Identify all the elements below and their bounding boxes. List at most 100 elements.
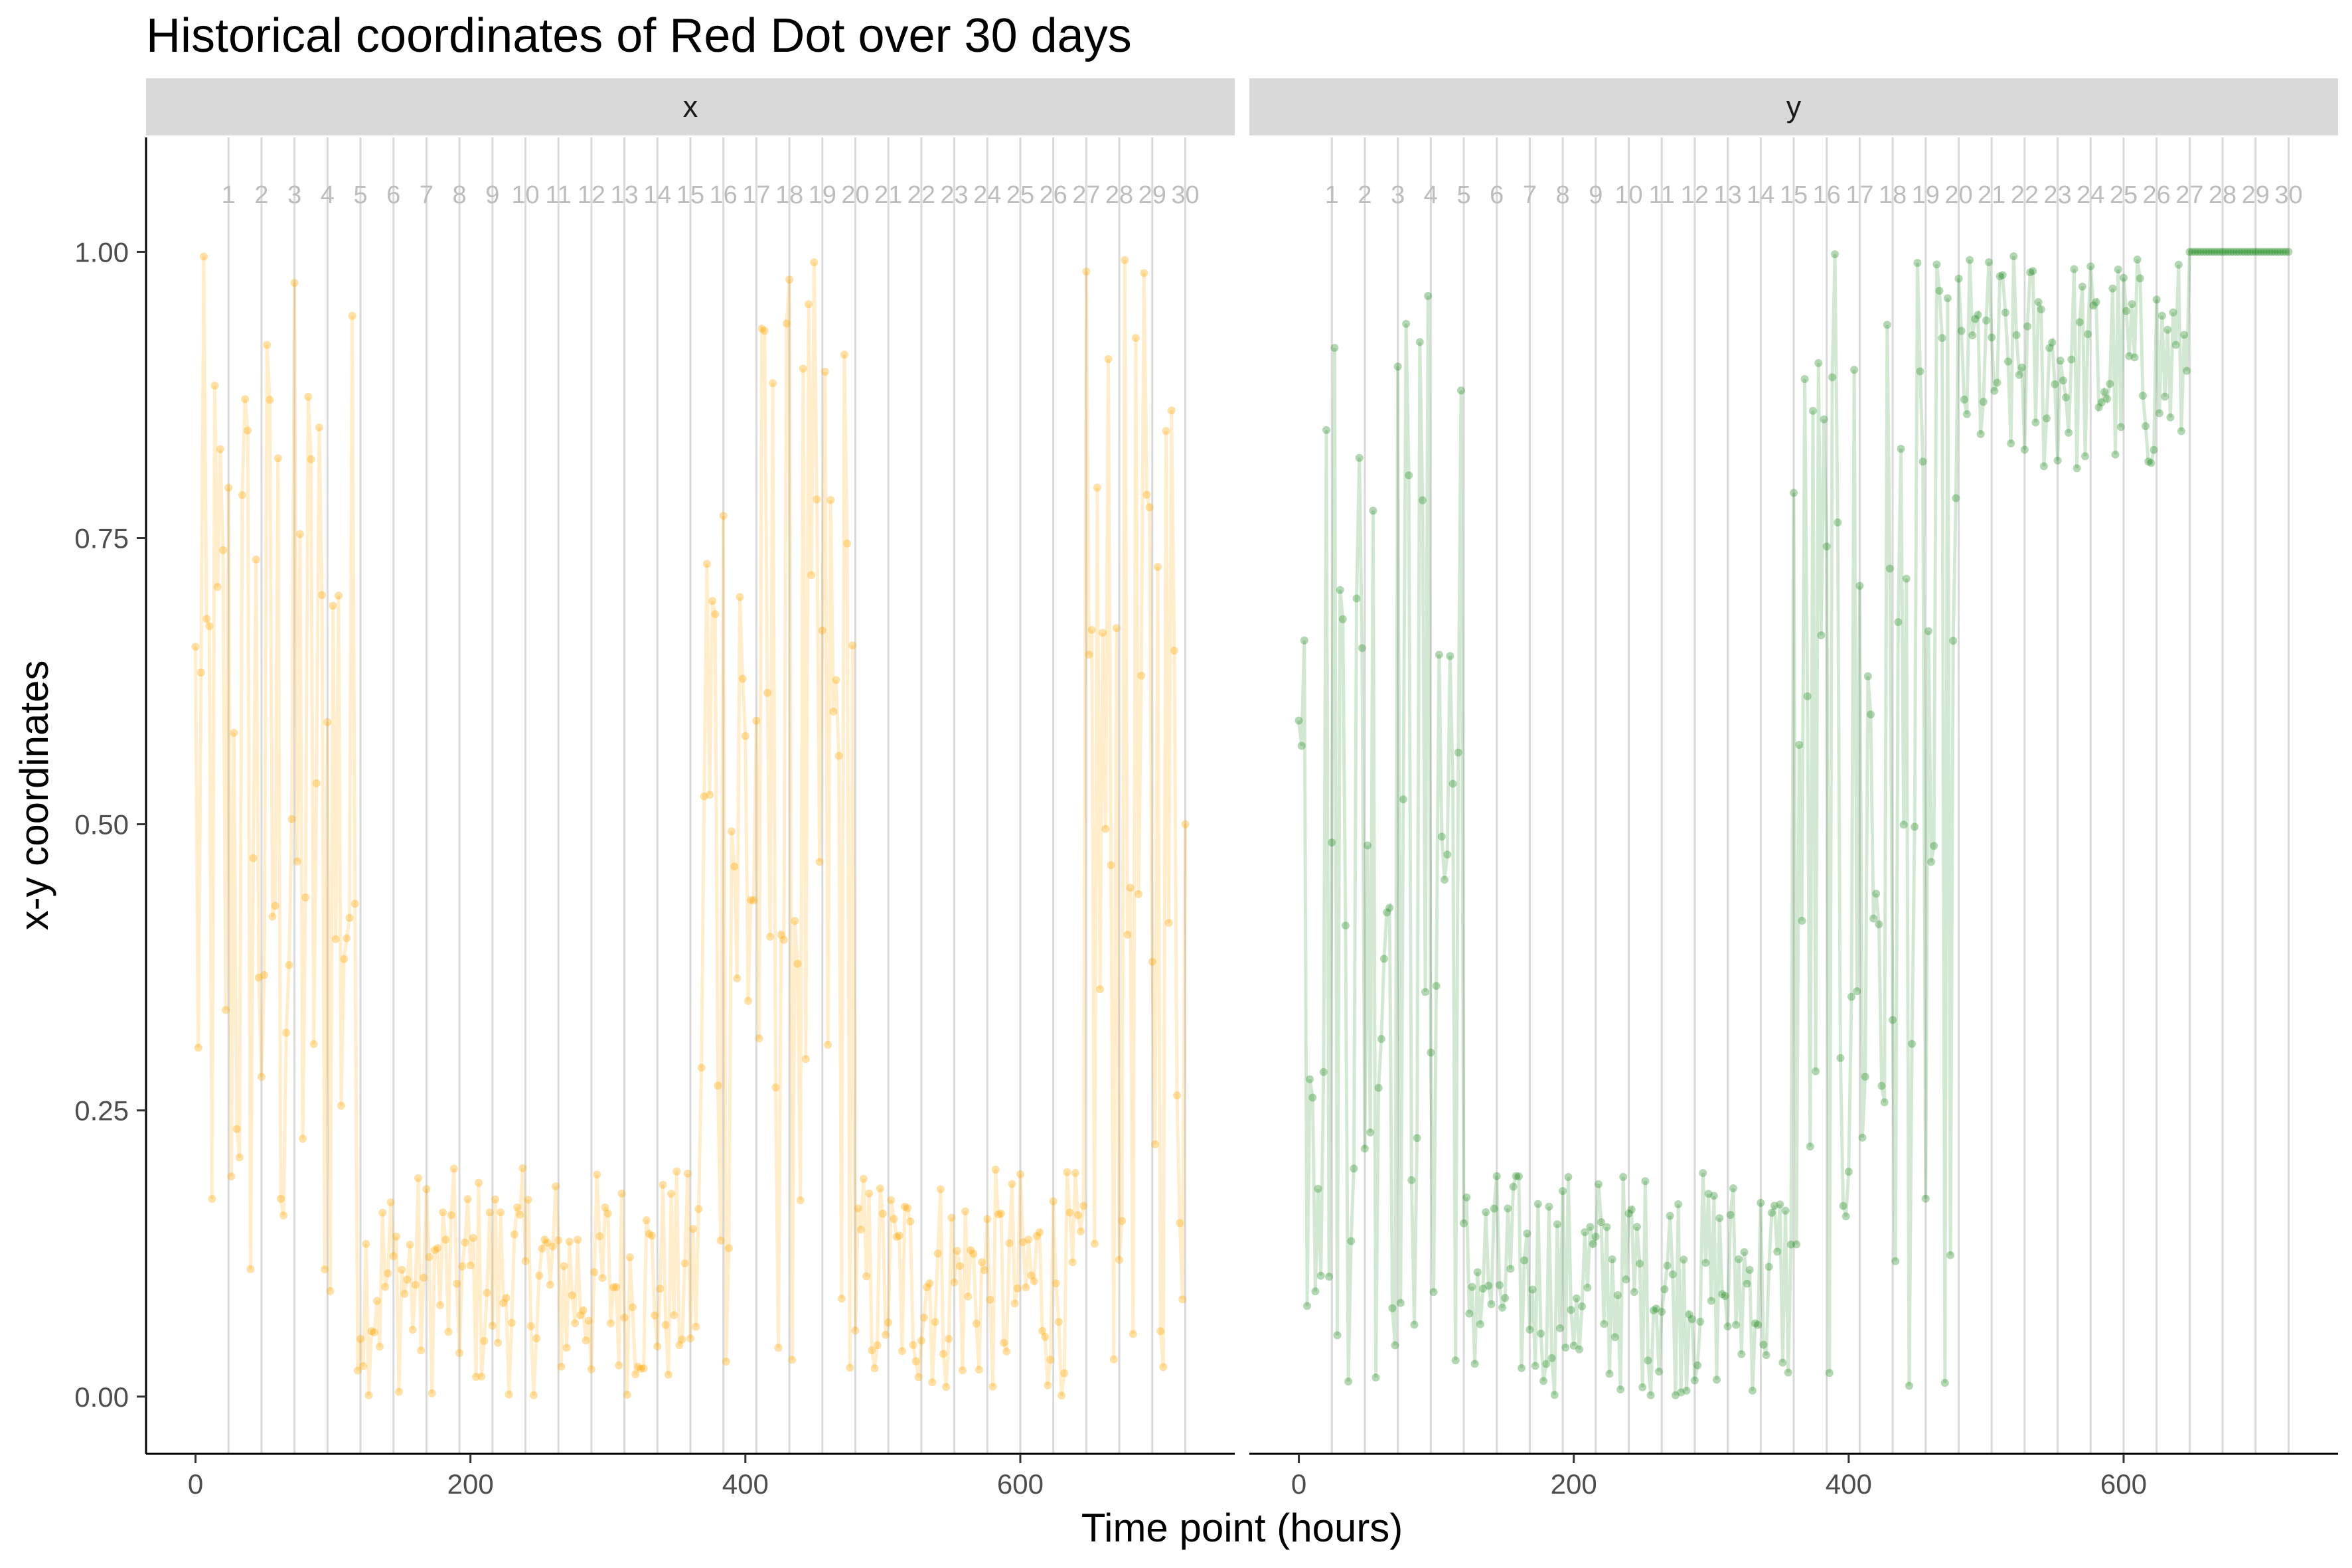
data-point: [909, 1341, 917, 1349]
day-label: 4: [1424, 181, 1438, 209]
data-point: [2155, 409, 2163, 418]
data-point: [1586, 1223, 1595, 1231]
data-point: [2097, 398, 2106, 407]
data-point: [497, 1208, 505, 1217]
x-axis-title: Time point (hours): [1081, 1506, 1403, 1550]
data-point: [1652, 1304, 1660, 1313]
facet-y-series: [1294, 248, 2293, 1399]
day-label: 10: [511, 181, 539, 209]
data-point: [1427, 1048, 1435, 1057]
data-point: [1178, 1295, 1187, 1304]
data-point: [1533, 1200, 1542, 1208]
data-point: [1479, 1285, 1487, 1293]
data-point: [2031, 418, 2040, 427]
data-point: [1603, 1223, 1611, 1231]
data-point: [2020, 445, 2029, 454]
data-point: [395, 1387, 403, 1396]
data-point: [856, 1225, 865, 1234]
data-point: [1687, 1315, 1696, 1324]
data-point: [1498, 1303, 1506, 1312]
data-point: [2029, 267, 2037, 275]
data-point: [1911, 823, 1919, 831]
x-tick-label: 600: [2100, 1468, 2147, 1500]
data-point: [1393, 362, 1402, 371]
data-point: [406, 1240, 414, 1249]
day-label: 18: [775, 181, 803, 209]
data-point: [1504, 1204, 1512, 1213]
data-point: [2262, 248, 2271, 256]
data-point: [2213, 248, 2221, 256]
data-point: [2282, 248, 2290, 256]
data-point: [1405, 471, 1413, 479]
data-point: [1432, 982, 1441, 990]
data-point: [1825, 1369, 1834, 1377]
data-point: [801, 1055, 810, 1063]
y-axis-title: x-y coordinates: [12, 661, 56, 931]
data-point: [1473, 1268, 1482, 1277]
data-point: [1610, 1333, 1619, 1342]
data-point: [1996, 272, 2004, 281]
data-point: [1968, 331, 1977, 340]
data-point: [2023, 322, 2031, 331]
data-point: [276, 1194, 285, 1203]
data-point: [381, 1283, 390, 1291]
data-point: [1090, 1239, 1099, 1248]
data-point: [546, 1281, 554, 1289]
data-point: [398, 1265, 406, 1274]
facet-x-day-lines: 1 2 3 4 5 6 7 8 9 10 11 12 13 14 15 16 17 18 19 20 21 22 23 24 2…: [222, 137, 1200, 1454]
data-point: [356, 1334, 364, 1343]
facet-x-panel: x 1 2 3 4 5 6 7 8 9 10 11 12 13 14 15 16 17 18 19 20 21 22 23 2…: [145, 78, 1235, 1500]
data-point: [2284, 248, 2293, 256]
data-point: [200, 252, 208, 261]
data-point: [1441, 876, 1449, 884]
data-point: [1707, 1296, 1715, 1305]
data-point: [1126, 884, 1135, 892]
data-point: [1121, 256, 1129, 264]
data-point: [942, 1383, 951, 1391]
data-point: [1539, 1377, 1548, 1385]
data-point: [2092, 298, 2100, 306]
data-point: [821, 368, 829, 376]
data-point: [796, 1196, 805, 1204]
data-point: [1156, 1327, 1165, 1336]
data-point: [1891, 1257, 1900, 1265]
data-point: [1181, 820, 1190, 828]
data-point: [2199, 248, 2208, 256]
data-point: [846, 1364, 854, 1372]
data-point: [1451, 1356, 1460, 1365]
data-point: [274, 454, 282, 463]
data-point: [1954, 274, 1963, 283]
data-point: [873, 1341, 882, 1350]
data-point: [2202, 248, 2211, 256]
data-point: [1655, 1368, 1664, 1376]
data-point: [378, 1208, 387, 1217]
data-point: [271, 902, 279, 910]
data-point: [741, 732, 749, 740]
data-point: [1082, 268, 1091, 276]
data-point: [403, 1275, 412, 1284]
data-point: [1333, 1331, 1342, 1340]
data-point: [1792, 1240, 1801, 1249]
data-point: [263, 341, 272, 349]
data-point: [1054, 1318, 1063, 1326]
data-point: [1435, 651, 1443, 659]
data-point: [1930, 842, 1938, 850]
day-label: 6: [1490, 181, 1504, 209]
data-point: [2147, 459, 2156, 467]
data-point: [1949, 637, 1958, 645]
chart-title: Historical coordinates of Red Dot over 3…: [146, 9, 1132, 62]
data-point: [689, 1225, 698, 1233]
data-point: [824, 1040, 832, 1049]
data-point: [1644, 1356, 1652, 1365]
data-point: [593, 1170, 601, 1179]
data-point: [2007, 439, 2015, 447]
data-point: [1449, 779, 1457, 788]
data-point: [1364, 841, 1372, 850]
data-point: [2037, 305, 2045, 313]
data-point: [2171, 341, 2180, 349]
data-point: [1952, 494, 1960, 503]
data-point: [2001, 308, 2009, 317]
data-point: [2166, 413, 2175, 422]
data-point: [1145, 503, 1154, 512]
data-point: [2039, 462, 2048, 471]
